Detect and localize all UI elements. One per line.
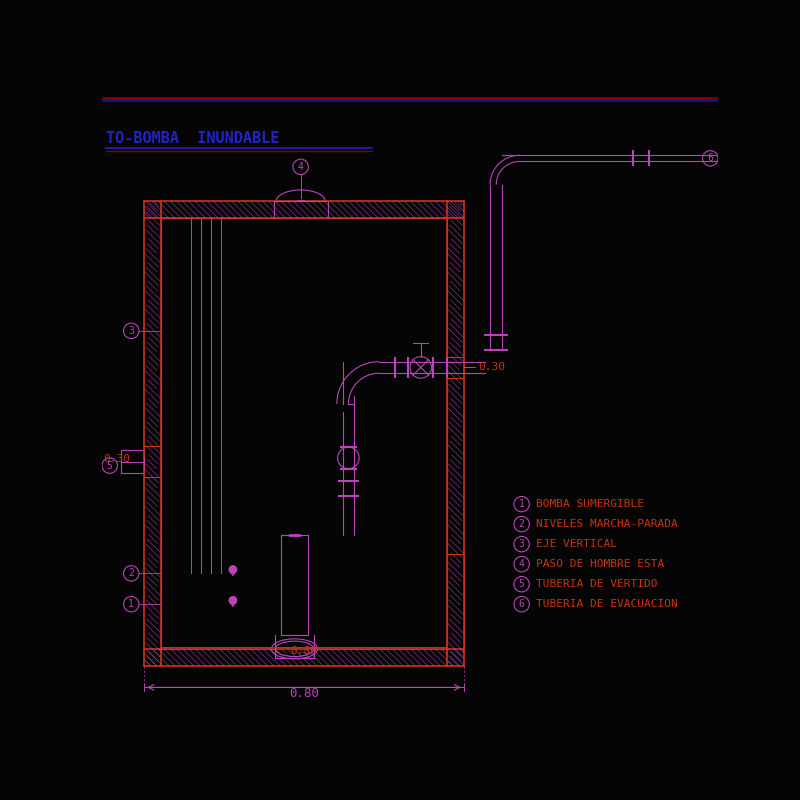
Text: 2: 2 xyxy=(518,519,525,529)
Circle shape xyxy=(293,159,308,174)
Circle shape xyxy=(229,597,237,604)
Circle shape xyxy=(514,557,530,572)
Text: EJE VERTICAL: EJE VERTICAL xyxy=(535,539,617,549)
Text: 0.30: 0.30 xyxy=(478,362,505,373)
Circle shape xyxy=(514,577,530,592)
Bar xyxy=(281,535,308,635)
Bar xyxy=(144,446,162,477)
Text: 0.80: 0.80 xyxy=(289,686,319,699)
Circle shape xyxy=(102,458,118,474)
Circle shape xyxy=(338,447,359,469)
Bar xyxy=(122,450,144,474)
Text: 0.30: 0.30 xyxy=(103,454,130,465)
Circle shape xyxy=(514,517,530,532)
Text: PASO DE HOMBRE ESTA: PASO DE HOMBRE ESTA xyxy=(535,559,664,569)
Text: 3: 3 xyxy=(128,326,134,336)
Text: 0.80: 0.80 xyxy=(290,646,318,656)
Circle shape xyxy=(123,323,139,338)
Text: BOMBA SUMERGIBLE: BOMBA SUMERGIBLE xyxy=(535,499,643,509)
Text: 1: 1 xyxy=(518,499,525,509)
Text: 2: 2 xyxy=(128,568,134,578)
Text: 6: 6 xyxy=(707,154,714,163)
Bar xyxy=(274,202,328,218)
Text: 4: 4 xyxy=(518,559,525,569)
Circle shape xyxy=(514,496,530,512)
Circle shape xyxy=(410,357,431,378)
Text: 6: 6 xyxy=(518,599,525,610)
Circle shape xyxy=(514,597,530,612)
Text: TUBERIA DE VERTIDO: TUBERIA DE VERTIDO xyxy=(535,579,657,589)
Bar xyxy=(447,357,464,378)
Text: NIVELES MARCHA-PARADA: NIVELES MARCHA-PARADA xyxy=(535,519,678,529)
Circle shape xyxy=(514,537,530,552)
Text: TO-BOMBA  INUNDABLE: TO-BOMBA INUNDABLE xyxy=(106,131,279,146)
Circle shape xyxy=(123,597,139,612)
Ellipse shape xyxy=(275,641,314,657)
Text: 4: 4 xyxy=(298,162,303,172)
Circle shape xyxy=(702,150,718,166)
Text: TUBERIA DE EVACUACION: TUBERIA DE EVACUACION xyxy=(535,599,678,610)
Circle shape xyxy=(229,566,237,574)
Bar xyxy=(162,218,447,649)
Text: 1: 1 xyxy=(128,599,134,610)
Circle shape xyxy=(123,566,139,581)
Text: 5: 5 xyxy=(518,579,525,589)
Text: 3: 3 xyxy=(518,539,525,549)
Text: 5: 5 xyxy=(106,461,113,470)
